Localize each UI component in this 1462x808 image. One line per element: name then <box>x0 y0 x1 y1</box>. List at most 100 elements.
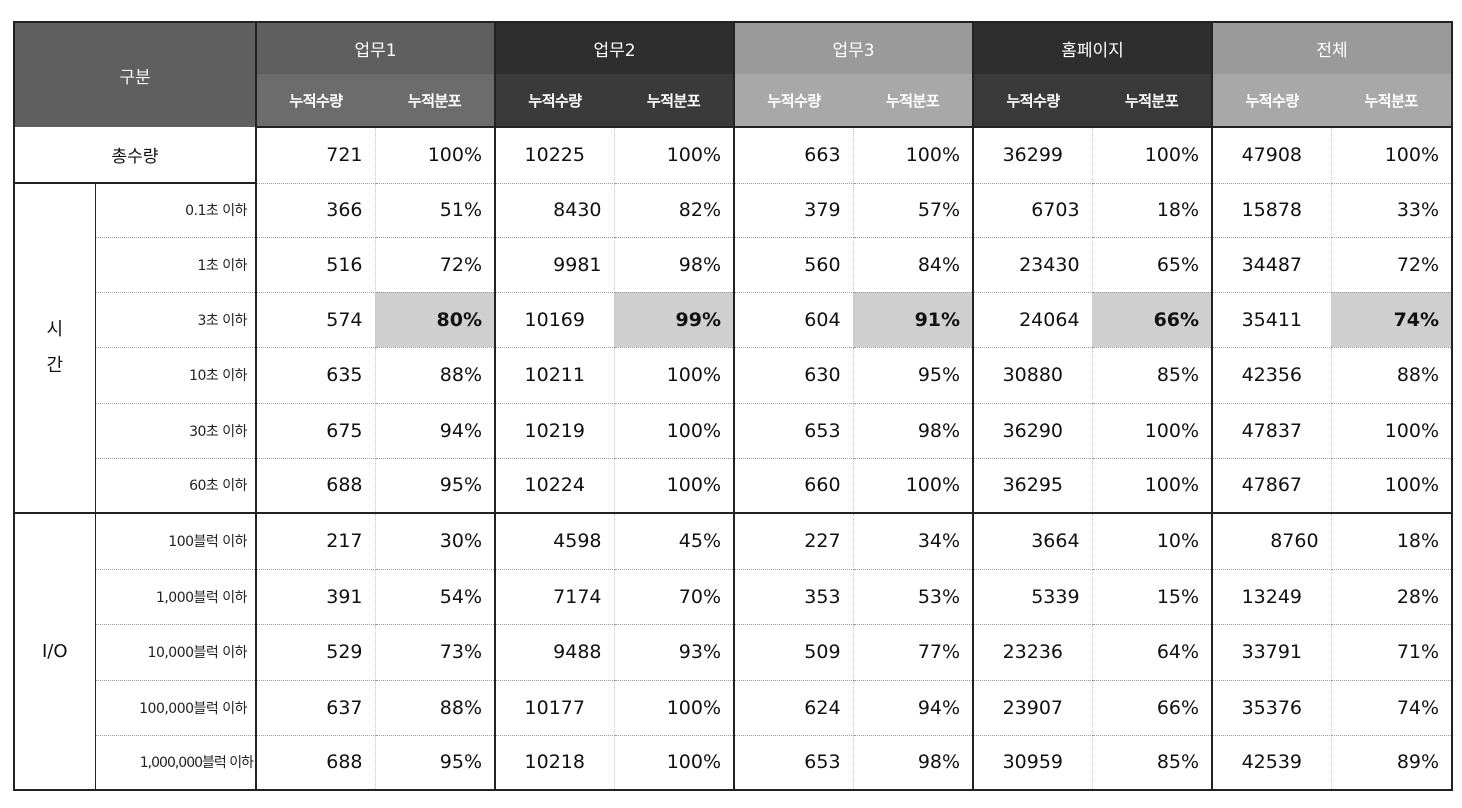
table-cell: 100% <box>614 347 736 404</box>
group-header-work3: 업무3 <box>734 22 975 74</box>
table-row: 100,000블럭 이하 637 88% 10177 100% 624 94% … <box>14 680 1453 736</box>
table-cell: 98% <box>853 403 975 459</box>
table-cell: 35376 <box>1212 680 1332 736</box>
table-cell: 10% <box>1092 513 1214 570</box>
table-cell: 53% <box>853 569 975 625</box>
table-cell: 89% <box>1331 735 1453 791</box>
table-cell: 8430 <box>495 183 615 238</box>
table-cell: 23236 <box>973 624 1093 681</box>
header-row-groups: 구분 업무1 업무2 업무3 홈페이지 전체 <box>14 22 1453 127</box>
table-cell: 630 <box>734 347 854 404</box>
table-cell: 28% <box>1331 569 1453 625</box>
highlighted-cell: 99% <box>614 292 736 348</box>
row-label: 100,000블럭 이하 <box>95 680 257 736</box>
row-label: 10초 이하 <box>95 347 257 404</box>
table-cell: 379 <box>734 183 854 238</box>
table-cell: 4598 <box>495 513 615 570</box>
table-cell: 35411 <box>1212 292 1332 348</box>
table-row: 10초 이하 635 88% 10211 100% 630 95% 30880 … <box>14 347 1453 404</box>
table-cell: 98% <box>614 237 736 293</box>
table-cell: 10211 <box>495 347 615 404</box>
table-cell: 93% <box>614 624 736 681</box>
table-cell: 100% <box>1092 403 1214 459</box>
table-cell: 5339 <box>973 569 1093 625</box>
table-cell: 353 <box>734 569 854 625</box>
table-cell: 18% <box>1331 513 1453 570</box>
table-cell: 47867 <box>1212 458 1332 514</box>
table-cell: 74% <box>1331 680 1453 736</box>
table-cell: 3664 <box>973 513 1093 570</box>
sub-header-dist: 누적분포 <box>375 74 497 128</box>
table-cell: 98% <box>853 735 975 791</box>
table-cell: 65% <box>1092 237 1214 293</box>
table-cell: 73% <box>375 624 497 681</box>
header-corner: 구분 <box>14 22 257 127</box>
table-cell: 77% <box>853 624 975 681</box>
table-cell: 30880 <box>973 347 1093 404</box>
table-cell: 391 <box>256 569 376 625</box>
row-label: 1초 이하 <box>95 237 257 293</box>
sub-header-dist: 누적분포 <box>853 74 975 128</box>
row-label: 100블럭 이하 <box>95 513 257 570</box>
table-cell: 33791 <box>1212 624 1332 681</box>
row-label: 1,000블럭 이하 <box>95 569 257 625</box>
table-cell: 7174 <box>495 569 615 625</box>
sub-header-dist: 누적분포 <box>614 74 736 128</box>
table-cell: 100% <box>1092 458 1214 514</box>
sub-header-count: 누적수량 <box>495 74 615 128</box>
table-cell: 10218 <box>495 735 615 791</box>
group-header-work2: 업무2 <box>495 22 736 74</box>
highlighted-cell: 91% <box>853 292 975 348</box>
table-cell: 94% <box>375 403 497 459</box>
table-cell: 100% <box>853 127 975 184</box>
table-row: I/O 100블럭 이하 217 30% 4598 45% 227 34% 36… <box>14 513 1453 790</box>
table-cell: 24064 <box>973 292 1093 348</box>
table-cell: 100% <box>1331 403 1453 459</box>
table-cell: 95% <box>853 347 975 404</box>
table-cell: 637 <box>256 680 376 736</box>
table-cell: 71% <box>1331 624 1453 681</box>
table-cell: 675 <box>256 403 376 459</box>
row-label: 3초 이하 <box>95 292 257 348</box>
table-cell: 36290 <box>973 403 1093 459</box>
table-cell: 54% <box>375 569 497 625</box>
table-cell: 100% <box>614 127 736 184</box>
table-cell: 721 <box>256 127 376 184</box>
table-cell: 10169 <box>495 292 615 348</box>
table-cell: 529 <box>256 624 376 681</box>
sub-header-dist: 누적분포 <box>1092 74 1214 128</box>
row-label: 60초 이하 <box>95 458 257 514</box>
table-row: 1초 이하 516 72% 9981 98% 560 84% 23430 65%… <box>14 237 1453 293</box>
table-cell: 663 <box>734 127 854 184</box>
table-cell: 100% <box>1331 127 1453 184</box>
table-cell: 18% <box>1092 183 1214 238</box>
row-label: 30초 이하 <box>95 403 257 459</box>
table-cell: 6703 <box>973 183 1093 238</box>
table-cell: 66% <box>1092 680 1214 736</box>
table-cell: 47908 <box>1212 127 1332 184</box>
table-cell: 366 <box>256 183 376 238</box>
table-cell: 84% <box>853 237 975 293</box>
table-cell: 88% <box>375 347 497 404</box>
table-cell: 64% <box>1092 624 1214 681</box>
table-cell: 23430 <box>973 237 1093 293</box>
table-cell: 624 <box>734 680 854 736</box>
table-cell: 688 <box>256 735 376 791</box>
table-cell: 70% <box>614 569 736 625</box>
sub-header-count: 누적수량 <box>973 74 1093 128</box>
sub-header-count: 누적수량 <box>734 74 854 128</box>
table-cell: 100% <box>375 127 497 184</box>
table-cell: 653 <box>734 735 854 791</box>
table-cell: 23907 <box>973 680 1093 736</box>
category-label-io: I/O <box>14 513 96 790</box>
table-cell: 57% <box>853 183 975 238</box>
table-cell: 10219 <box>495 403 615 459</box>
table-cell: 42356 <box>1212 347 1332 404</box>
table-cell: 100% <box>1092 127 1214 184</box>
table-cell: 635 <box>256 347 376 404</box>
table-cell: 9981 <box>495 237 615 293</box>
table-cell: 72% <box>375 237 497 293</box>
table-cell: 88% <box>375 680 497 736</box>
table-cell: 33% <box>1331 183 1453 238</box>
table-cell: 94% <box>853 680 975 736</box>
